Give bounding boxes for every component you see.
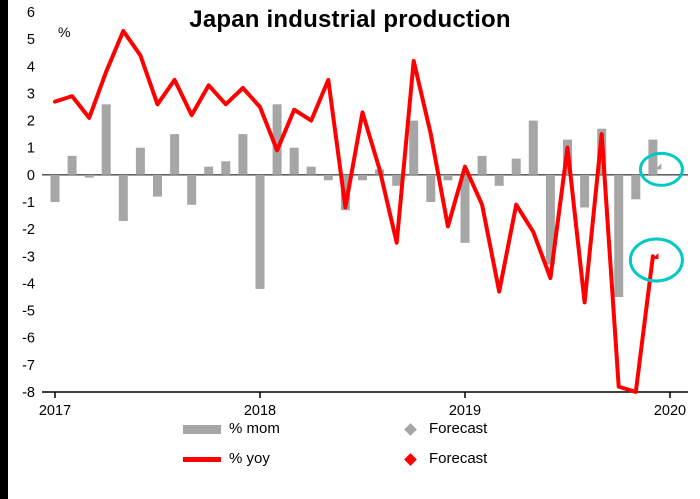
mom-bar [50, 174, 60, 202]
mom-bar [409, 120, 419, 175]
mom-bars [50, 104, 658, 297]
legend-label-mom-forecast: Forecast [429, 420, 488, 437]
mom-bar [238, 134, 248, 175]
mom-bar [358, 174, 367, 181]
mom-bar [477, 155, 487, 175]
mom-bar [545, 174, 555, 265]
y-axis-label: 3 [27, 86, 35, 102]
yoy-line [53, 29, 655, 394]
mom-bar [614, 174, 624, 297]
yoy-forecast-diamond-icon [404, 452, 417, 466]
x-axis-label: 2018 [244, 403, 276, 419]
mom-bar [135, 147, 145, 175]
y-axis-label: 5 [27, 32, 35, 48]
y-axis-label: 6 [27, 5, 35, 21]
mom-bar [187, 174, 197, 205]
y-axis-label: 4 [27, 59, 35, 75]
mom-bar [392, 174, 402, 186]
mom-bar [528, 120, 538, 175]
chart-title: Japan industrial production [189, 6, 511, 33]
mom-bar [426, 174, 436, 202]
chart-legend: % mom Forecast % yoy Forecast [183, 421, 549, 467]
y-axis-label: 1 [27, 141, 35, 157]
x-axis-label: 2020 [654, 403, 686, 419]
mom-bar [67, 155, 77, 175]
legend-label-mom: % mom [229, 420, 280, 437]
y-axis-label: -5 [22, 304, 35, 320]
left-border-strip [0, 0, 8, 499]
mom-bar [118, 174, 128, 221]
mom-bar [323, 174, 333, 181]
y-axis-unit-label: % [58, 24, 71, 40]
mom-bar [631, 174, 641, 200]
mom-bar [580, 174, 590, 208]
mom-bar [221, 161, 231, 175]
mom-bar [511, 158, 521, 175]
mom-bar [255, 174, 265, 289]
yoy-forecast-diamond [652, 253, 659, 260]
mom-bar [204, 166, 214, 175]
mom-bar [272, 104, 282, 175]
y-axis-label: -7 [22, 358, 35, 374]
x-axis-label: 2019 [449, 403, 481, 419]
mom-bar [306, 166, 316, 175]
y-axis-label: -3 [22, 249, 35, 265]
mom-forecast-diamond-icon [404, 422, 417, 436]
mom-bar [101, 104, 111, 175]
mom-bar [170, 134, 180, 175]
mom-forecast-highlight-circle [638, 151, 684, 187]
legend-label-yoy-forecast: Forecast [429, 450, 488, 467]
mom-forecast-diamond [655, 163, 662, 170]
mom-bar [84, 174, 94, 178]
yoy-forecast-highlight-circle [628, 237, 684, 283]
mom-bar [443, 174, 453, 181]
mom-bar [289, 147, 299, 175]
x-axis-label: 2017 [39, 403, 71, 419]
y-axis-label: -2 [22, 222, 35, 238]
mom-bar [460, 174, 470, 243]
y-axis-label: 0 [27, 168, 35, 184]
y-axis-label: -4 [22, 276, 35, 292]
mom-bar [648, 139, 658, 175]
legend-label-yoy: % yoy [229, 450, 270, 467]
y-axis-label: -1 [22, 195, 35, 211]
mom-bar [494, 174, 504, 186]
yoy-series-swatch [183, 456, 221, 462]
y-axis-label: -6 [22, 331, 35, 347]
mom-bar [153, 174, 162, 197]
y-axis-label: 2 [27, 114, 35, 130]
mom-series-swatch [183, 424, 221, 434]
y-axis-label: -8 [22, 385, 35, 401]
